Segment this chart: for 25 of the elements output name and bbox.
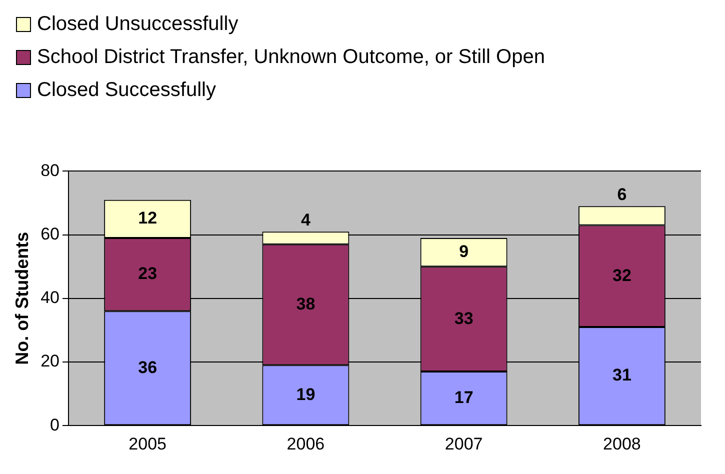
legend-label: Closed Successfully <box>37 78 216 103</box>
data-label: 6 <box>617 184 627 204</box>
data-label: 9 <box>459 242 469 261</box>
legend-label: School District Transfer, Unknown Outcome, or Still Open <box>37 45 545 70</box>
data-label: 33 <box>454 308 474 328</box>
data-label: 36 <box>138 358 158 377</box>
data-label: 32 <box>612 266 632 285</box>
data-label: 19 <box>296 384 316 404</box>
x-tick-label: 2007 <box>444 434 483 454</box>
y-tick-label: 80 <box>40 160 60 180</box>
data-label: 38 <box>296 294 316 314</box>
x-tick-label: 2008 <box>603 434 641 454</box>
legend-label: Closed Unsuccessfully <box>37 12 238 37</box>
data-label: 17 <box>454 388 474 408</box>
y-tick-label: 20 <box>40 352 60 371</box>
data-label: 31 <box>612 366 632 385</box>
data-label: 23 <box>138 264 158 284</box>
y-axis-title: No. of Students <box>12 232 32 365</box>
y-tick-label: 60 <box>40 224 60 244</box>
x-tick-label: 2005 <box>128 434 166 454</box>
data-label: 12 <box>138 208 158 228</box>
y-tick-label: 0 <box>50 415 60 434</box>
y-tick-label: 40 <box>40 288 60 308</box>
data-label: 4 <box>300 210 311 230</box>
x-tick-label: 2006 <box>286 434 325 454</box>
